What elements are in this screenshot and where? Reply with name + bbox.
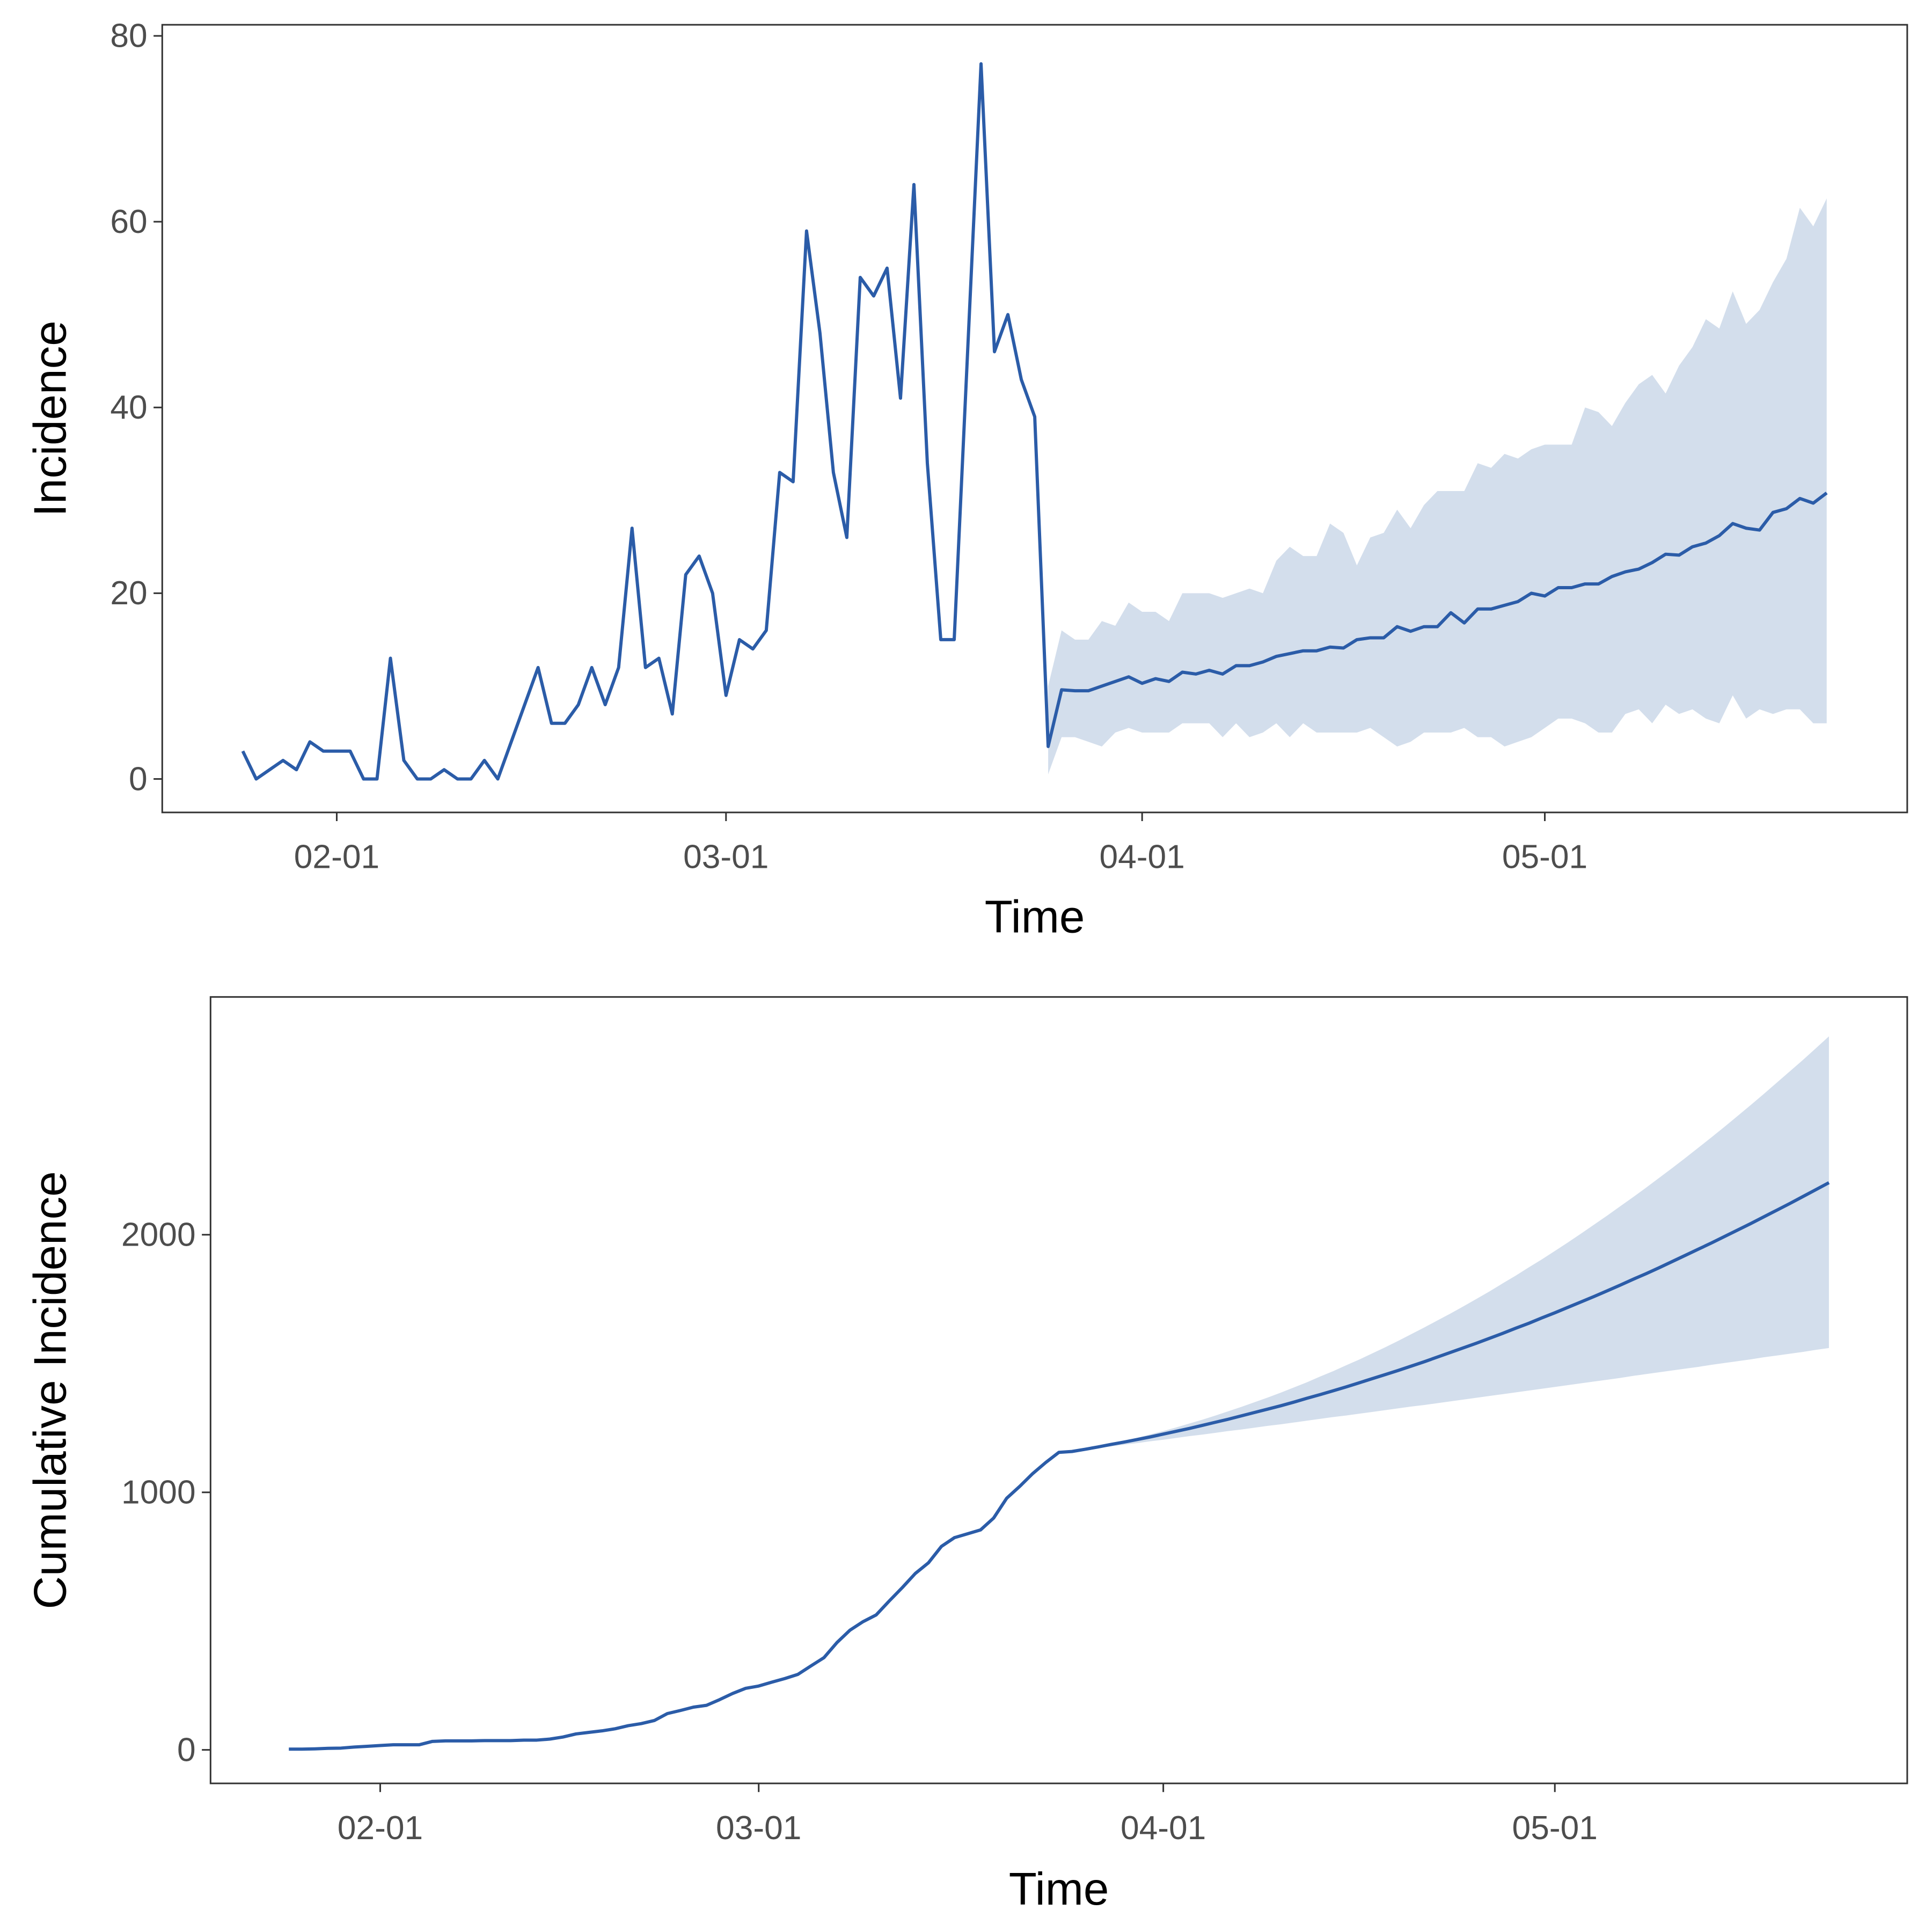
x-tick-label: 04-01 (1099, 839, 1184, 876)
x-axis-title: Time (985, 892, 1085, 943)
panel-border (161, 24, 1908, 814)
x-tick-label: 02-01 (294, 839, 379, 876)
y-tick-label: 20 (110, 575, 147, 612)
y-axis-title: Incidence (25, 320, 76, 516)
x-tick-label: 03-01 (683, 839, 769, 876)
y-tick-label: 0 (129, 760, 148, 797)
y-tick-label: 2000 (121, 1216, 196, 1253)
y-tick-label: 40 (110, 389, 147, 426)
x-tick-label: 03-01 (716, 1810, 801, 1847)
x-tick-label: 04-01 (1121, 1810, 1206, 1847)
y-tick-label: 60 (110, 203, 147, 240)
y-tick-label: 1000 (121, 1474, 196, 1511)
panel-border (209, 996, 1908, 1784)
y-tick-label: 80 (110, 18, 147, 55)
x-tick-label: 02-01 (338, 1810, 423, 1847)
line (241, 62, 1828, 781)
x-axis-title: Time (1009, 1864, 1109, 1915)
forecast-band (1072, 1036, 1829, 1452)
line (289, 1181, 1830, 1751)
x-tick-label: 05-01 (1502, 839, 1587, 876)
y-tick-label: 0 (177, 1731, 196, 1768)
x-tick-label: 05-01 (1512, 1810, 1598, 1847)
y-axis-title: Cumulative Incidence (25, 1171, 76, 1609)
forecast-band (1048, 198, 1827, 774)
